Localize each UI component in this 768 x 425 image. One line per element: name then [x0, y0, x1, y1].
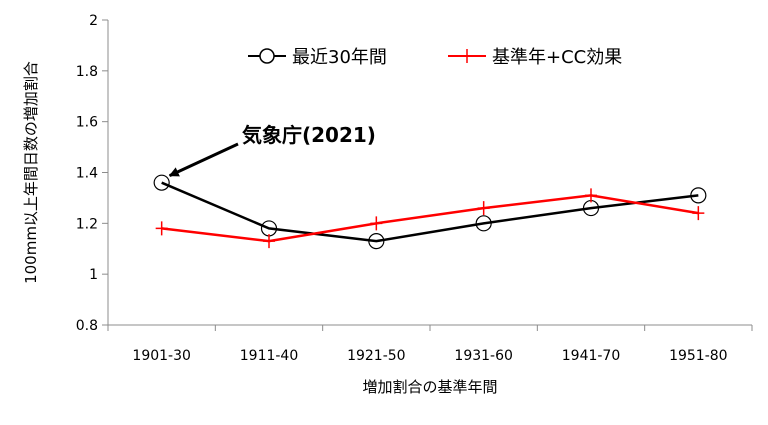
- x-tick-label: 1921-50: [347, 348, 406, 364]
- series-line-1: [161, 181, 699, 243]
- y-tick-label: 1.2: [76, 216, 98, 232]
- series-layer: [153, 174, 707, 250]
- y-axis-title: 100mm以上年間日数の増加割合: [22, 61, 40, 284]
- y-ticks: 0.8 1 1.2 1.4 1.6 1.8 2: [76, 13, 108, 334]
- y-tick-label: 1.6: [76, 115, 98, 131]
- data-point-series-2: [370, 216, 383, 231]
- legend-label-series-1: 最近30年間: [292, 47, 387, 68]
- legend-item-series-1: 最近30年間: [248, 47, 387, 68]
- legend: 最近30年間 基準年+CC効果: [248, 47, 622, 68]
- y-tick-label: 1: [89, 267, 98, 283]
- x-tick-label: 1951-80: [669, 348, 728, 364]
- data-point-series-1: [690, 187, 707, 204]
- y-tick-label: 2: [89, 13, 98, 29]
- y-tick-label: 1.4: [76, 166, 98, 182]
- x-tick-label: 1941-70: [562, 348, 621, 364]
- x-ticks: 1901-30 1911-40 1921-50 1931-60 1941-70 1951-…: [107, 325, 753, 364]
- legend-label-series-2: 基準年+CC効果: [492, 47, 622, 68]
- data-point-series-2: [155, 221, 168, 236]
- data-point-series-1: [153, 174, 170, 191]
- data-point-series-2: [477, 201, 490, 216]
- y-tick-label: 0.8: [76, 318, 98, 334]
- axes: [107, 20, 752, 326]
- data-point-series-2: [263, 234, 275, 249]
- data-point-series-2: [585, 188, 597, 203]
- annotation-label: 気象庁(2021): [242, 123, 376, 147]
- y-tick-label: 1.8: [76, 64, 98, 80]
- data-point-series-1: [368, 233, 385, 250]
- x-tick-label: 1911-40: [240, 348, 299, 364]
- annotation: 気象庁(2021): [168, 123, 376, 178]
- x-axis-title: 増加割合の基準年間: [362, 378, 497, 396]
- x-tick-label: 1931-60: [454, 348, 513, 364]
- legend-item-series-2: 基準年+CC効果: [448, 47, 622, 68]
- legend-marker-circle-icon: [259, 48, 275, 64]
- data-point-series-2: [692, 206, 705, 221]
- data-point-series-1: [475, 215, 492, 232]
- annotation-arrow-icon: [168, 142, 239, 178]
- series-line-2: [161, 194, 699, 243]
- x-tick-label: 1901-30: [132, 348, 191, 364]
